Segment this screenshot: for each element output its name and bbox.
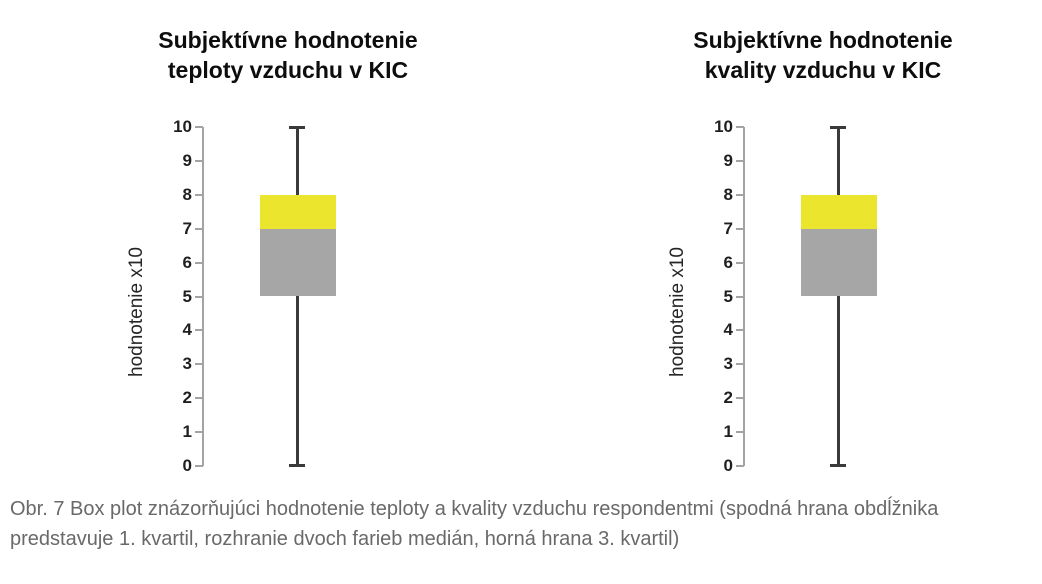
box-q1-to-median xyxy=(801,228,877,297)
y-tick-label: 7 xyxy=(723,218,733,238)
y-tick-label: 3 xyxy=(723,354,733,374)
box-median-to-q3 xyxy=(801,194,877,229)
y-tick-mark xyxy=(195,227,203,230)
y-tick-label: 7 xyxy=(182,218,192,238)
box-q1-to-median xyxy=(260,228,336,297)
y-tick-mark xyxy=(736,329,744,332)
y-tick-mark xyxy=(736,126,744,128)
y-tick-mark xyxy=(195,193,203,196)
whisker-line xyxy=(837,127,840,466)
y-axis-label: hodnotenie x10 xyxy=(126,247,147,377)
y-tick-mark xyxy=(736,295,744,298)
y-tick-label: 0 xyxy=(723,456,733,475)
boxplot-chart-temperature: Subjektívne hodnotenie teploty vzduchu v… xyxy=(0,0,521,490)
whisker-cap-top xyxy=(289,126,305,129)
y-tick-mark xyxy=(736,261,744,264)
y-tick-mark xyxy=(195,329,203,332)
whisker-cap-bottom xyxy=(830,464,846,467)
y-tick-mark xyxy=(736,363,744,366)
y-tick-label: 2 xyxy=(723,388,733,408)
y-tick-label: 1 xyxy=(723,422,733,442)
y-tick-mark xyxy=(195,397,203,400)
y-tick-label: 4 xyxy=(723,320,733,340)
y-tick-label: 4 xyxy=(182,320,192,340)
whisker-cap-top xyxy=(830,126,846,129)
chart-title-line2: teploty vzduchu v KIC xyxy=(167,56,409,83)
y-tick-mark xyxy=(195,431,203,434)
y-axis-label: hodnotenie x10 xyxy=(667,247,688,377)
chart-title: Subjektívne hodnotenie kvality vzduchu v… xyxy=(593,26,1042,86)
y-tick-mark xyxy=(736,159,744,162)
y-tick-label: 1 xyxy=(182,422,192,442)
y-tick-label: 2 xyxy=(182,388,192,408)
chart-title-line1: Subjektívne hodnotenie xyxy=(693,27,953,53)
plot-area: 0 1 2 3 4 5 6 7 8 9 10 xyxy=(714,117,915,475)
y-tick-label: 9 xyxy=(182,150,192,170)
y-tick-mark xyxy=(736,431,744,434)
y-tick-mark xyxy=(736,465,744,467)
plot-area: 0 1 2 3 4 5 6 7 8 9 10 xyxy=(173,117,374,475)
y-tick-mark xyxy=(195,126,203,128)
y-tick-mark xyxy=(195,465,203,467)
box-median-to-q3 xyxy=(260,194,336,229)
y-tick-label: 5 xyxy=(723,286,733,306)
y-tick-mark xyxy=(195,363,203,366)
y-tick-label: 8 xyxy=(182,184,192,204)
y-tick-label: 5 xyxy=(182,286,192,306)
y-tick-label: 8 xyxy=(723,184,733,204)
whisker-cap-bottom xyxy=(289,464,305,467)
chart-title: Subjektívne hodnotenie teploty vzduchu v… xyxy=(58,26,518,86)
y-tick-mark xyxy=(195,159,203,162)
y-tick-mark xyxy=(736,227,744,230)
y-tick-mark xyxy=(195,261,203,264)
y-tick-label: 9 xyxy=(723,150,733,170)
chart-title-line2: kvality vzduchu v KIC xyxy=(704,56,942,83)
y-tick-label: 6 xyxy=(723,252,733,272)
figure-caption: Obr. 7 Box plot znázorňujúci hodnotenie … xyxy=(10,498,939,550)
y-tick-mark xyxy=(195,295,203,298)
y-tick-mark xyxy=(736,193,744,196)
y-tick-label: 3 xyxy=(182,354,192,374)
y-tick-label: 10 xyxy=(173,117,192,136)
y-tick-label: 6 xyxy=(182,252,192,272)
y-tick-label: 10 xyxy=(714,117,733,136)
boxplot-chart-air-quality: Subjektívne hodnotenie kvality vzduchu v… xyxy=(521,0,1042,490)
y-tick-label: 0 xyxy=(182,456,192,475)
chart-title-line1: Subjektívne hodnotenie xyxy=(158,27,418,53)
y-tick-mark xyxy=(736,397,744,400)
whisker-line xyxy=(296,127,299,466)
